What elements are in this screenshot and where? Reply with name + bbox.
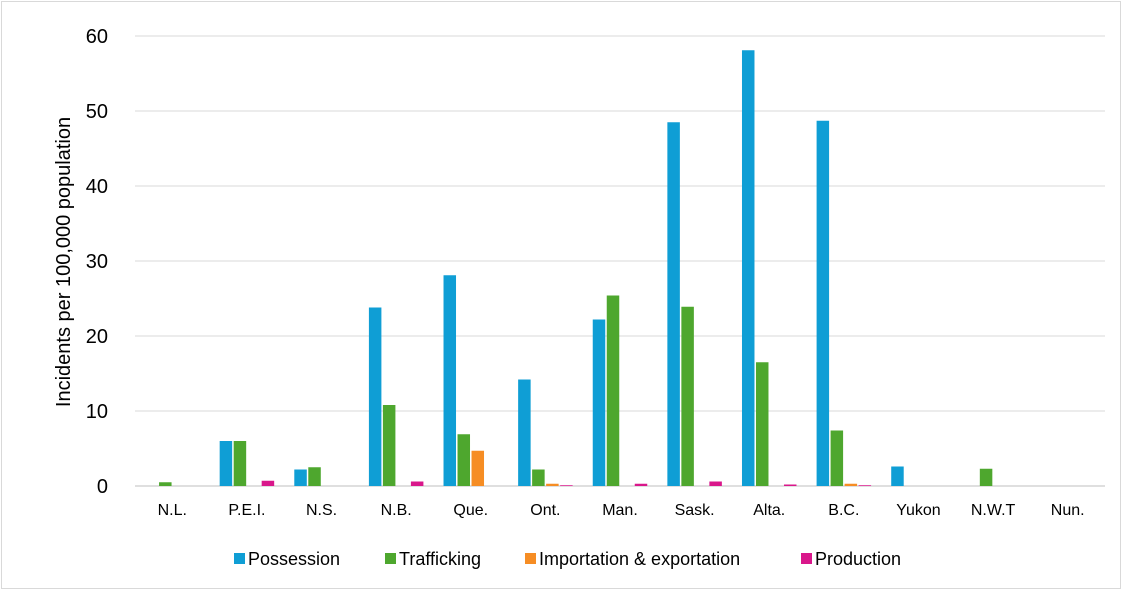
bar-possession-ns [294, 469, 307, 486]
x-tick-label: Alta. [753, 502, 785, 519]
y-axis-label: Incidents per 100,000 population [53, 117, 75, 407]
bar-possession-pei [219, 441, 233, 486]
bar-possession-nb [368, 307, 382, 486]
legend-swatch [525, 553, 536, 564]
bar-trafficking-pei [233, 441, 247, 486]
x-tick-label: P.E.I. [228, 502, 265, 519]
bar-possession-yukon [891, 466, 904, 486]
bar-trafficking-que [457, 434, 471, 486]
y-tick-label: 40 [86, 176, 108, 198]
x-tick-label: N.B. [381, 502, 412, 519]
y-tick-label: 10 [86, 401, 108, 423]
y-tick-label: 30 [86, 251, 108, 273]
x-tick-label: N.W.T [971, 502, 1016, 519]
bar-trafficking-alta [755, 362, 769, 486]
bar-trafficking-nl [159, 482, 172, 486]
x-axis-labels: N.L. P.E.I. N.S. N.B. Que. Ont. Man. Sask. Alta.… [158, 502, 1085, 519]
y-tick-label: 0 [97, 476, 108, 498]
x-tick-label: B.C. [828, 502, 859, 519]
y-tick-label: 60 [86, 26, 108, 48]
bar-possession-sask [667, 122, 680, 486]
legend-label: Production [815, 549, 901, 569]
legend-swatch [385, 553, 396, 564]
x-tick-label: Man. [602, 502, 638, 519]
bar-trafficking-nb [382, 405, 396, 486]
bar-trafficking-ns [308, 467, 321, 486]
bar-possession-que [443, 275, 457, 486]
bar-possession-alta [741, 50, 755, 486]
bar-possession-man [592, 319, 606, 486]
x-tick-label: Sask. [675, 502, 715, 519]
bar-importation-exportation-bc [844, 483, 858, 486]
bar-importation-exportation-ont [546, 483, 559, 486]
x-tick-label: Ont. [530, 502, 560, 519]
gridlines [135, 35, 1105, 487]
legend-swatch [234, 553, 245, 564]
bar-production-sask [709, 481, 722, 486]
bar-trafficking-sask [681, 306, 694, 486]
bar-production-man [634, 483, 648, 486]
bar-production-alta [783, 484, 797, 486]
bar-trafficking-nwt [979, 468, 993, 486]
bar-possession-bc [816, 120, 830, 486]
legend-label: Trafficking [399, 549, 481, 569]
bar-production-pei [261, 480, 275, 486]
bar-production-bc [858, 485, 872, 486]
bar-importation-exportation-que [471, 450, 485, 486]
y-axis-ticks: 0 10 20 30 40 50 60 [86, 26, 108, 498]
bar-trafficking-man [606, 295, 620, 486]
x-tick-label: Yukon [896, 502, 940, 519]
x-tick-label: Nun. [1051, 502, 1085, 519]
bar-production-nb [410, 481, 424, 486]
bar-possession-ont [518, 379, 531, 486]
bar-production-ont [560, 485, 573, 486]
y-tick-label: 50 [86, 101, 108, 123]
x-tick-label: Que. [453, 502, 488, 519]
legend: Possession Trafficking Importation & expor… [234, 549, 901, 569]
legend-swatch [801, 553, 812, 564]
x-tick-label: N.S. [306, 502, 337, 519]
legend-label: Importation & exportation [539, 549, 740, 569]
y-tick-label: 20 [86, 326, 108, 348]
bar-trafficking-ont [532, 469, 545, 486]
bars [159, 50, 993, 486]
bar-trafficking-bc [830, 430, 844, 486]
legend-label: Possession [248, 549, 340, 569]
x-tick-label: N.L. [158, 502, 187, 519]
